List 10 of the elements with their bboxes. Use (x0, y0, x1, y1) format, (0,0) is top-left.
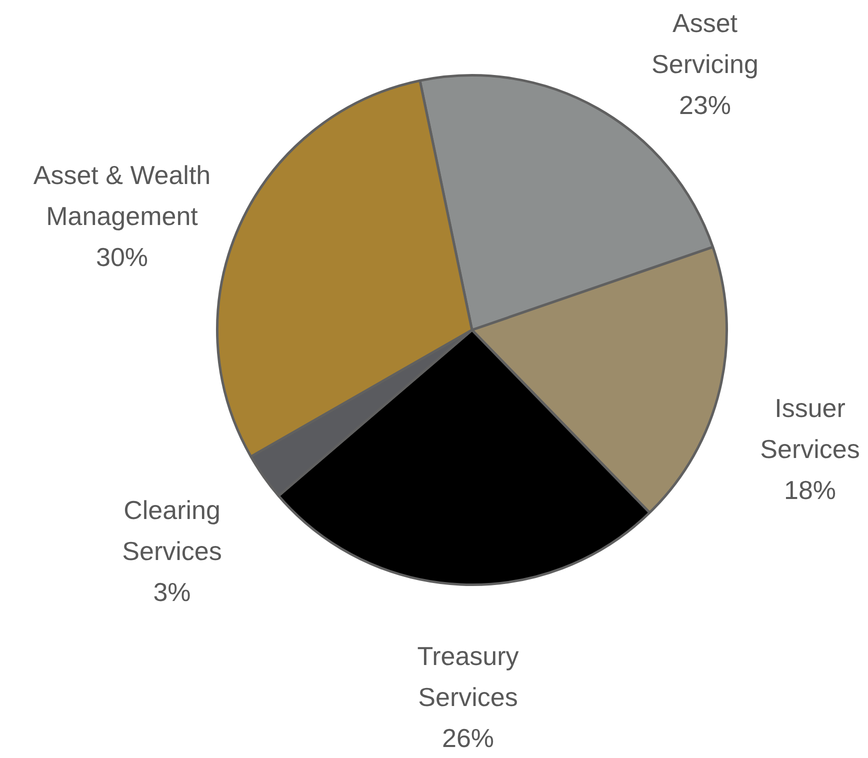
data-label: 23% (678, 90, 732, 120)
data-label: 30% (96, 242, 148, 272)
slice-label: Asset & Wealth Management (33, 160, 211, 232)
slice-label: Treasury Services (417, 641, 519, 712)
slice-label: Clearing Services (122, 495, 222, 566)
data-label: 3% (153, 577, 191, 608)
data-label: 18% (784, 475, 836, 506)
slice-label: Issuer Services (760, 393, 860, 464)
data-label: 26% (442, 723, 494, 754)
slice-label: Asset Servicing (652, 8, 758, 80)
